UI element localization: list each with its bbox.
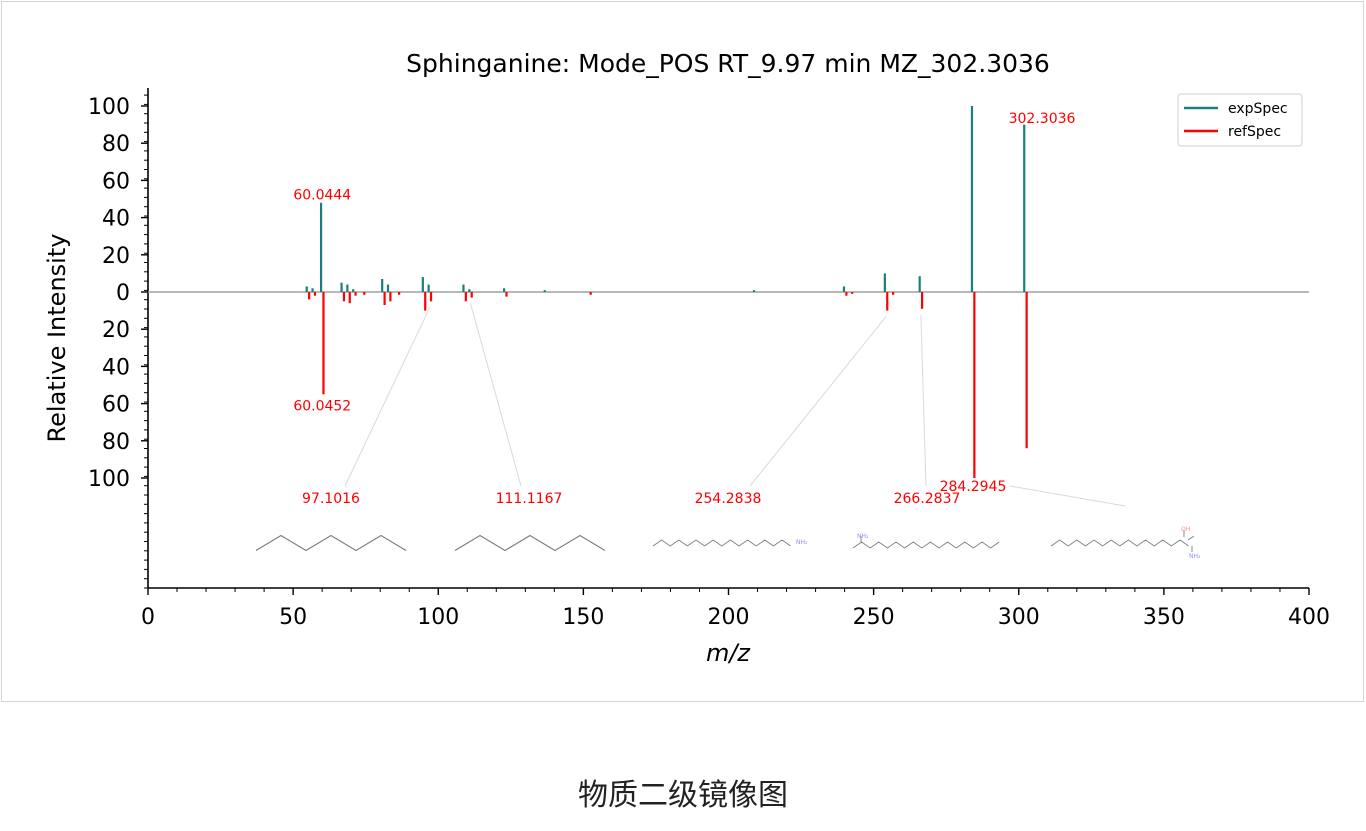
annotation-leader-line [749, 316, 887, 487]
structure-284-branch [1187, 535, 1195, 541]
y-axis-label: Relative Intensity [43, 234, 71, 443]
x-tick-label: 400 [1288, 605, 1330, 630]
annotation-leader-line [470, 303, 522, 487]
y-tick-label: 40 [102, 207, 130, 232]
fragment-structures: NH₂ NH₂ OH NH₂ [255, 526, 1201, 560]
peak-label: 254.2838 [695, 491, 762, 507]
figure-caption: 物质二级镜像图 [578, 778, 788, 813]
peak-label: 302.3036 [1009, 111, 1076, 127]
structure-111 [454, 534, 606, 552]
x-tick-label: 150 [562, 605, 604, 630]
y-tick-label: 100 [88, 467, 130, 492]
peak-label: 284.2945 [940, 479, 1007, 495]
structure-284-nh2-label: NH₂ [1189, 553, 1201, 560]
x-tick-label: 250 [853, 605, 895, 630]
y-tick-label: 60 [102, 393, 130, 418]
y-tick-label: 80 [102, 132, 130, 157]
y-tick-label: 80 [102, 430, 130, 455]
y-tick-label: 40 [102, 355, 130, 380]
figure-frame [1, 1, 1364, 702]
peak-label: 60.0452 [293, 398, 351, 414]
annotation-leader-lines [344, 303, 1126, 507]
structure-284-oh-label: OH [1181, 526, 1190, 533]
chart-legend: expSpec refSpec [1177, 93, 1303, 147]
structure-254 [652, 539, 791, 547]
peak-labels: 60.0444 60.0452 302.3036 97.1016 111.1167 254… [293, 111, 1075, 507]
x-tick-label: 0 [141, 605, 155, 630]
peak-label: 111.1167 [496, 491, 563, 507]
y-tick-label: 60 [102, 169, 130, 194]
x-tick-label: 300 [998, 605, 1040, 630]
peak-label: 266.2837 [894, 491, 961, 507]
x-tick-label: 50 [279, 605, 307, 630]
mirror-spectrum-chart: Sphinganine: Mode_POS RT_9.97 min MZ_302… [43, 49, 1330, 667]
structure-266 [852, 541, 1000, 549]
annotation-leader-line [1009, 485, 1126, 507]
peak-label: 60.0444 [293, 188, 351, 204]
y-tick-label: 0 [116, 281, 130, 306]
annotation-leader-line [920, 314, 927, 487]
x-axis-label: m/z [706, 639, 751, 667]
y-tick-label: 20 [102, 244, 130, 269]
legend-label-refspec: refSpec [1228, 124, 1281, 140]
x-tick-label: 350 [1143, 605, 1185, 630]
x-tick-label: 100 [417, 605, 459, 630]
y-tick-label: 100 [88, 95, 130, 120]
structure-254-nh2-label: NH₂ [796, 539, 808, 546]
chart-title: Sphinganine: Mode_POS RT_9.97 min MZ_302… [406, 49, 1050, 78]
structure-97 [255, 534, 407, 552]
peak-label: 97.1016 [302, 491, 360, 507]
x-tick-label: 200 [708, 605, 750, 630]
spectrum-peaks [305, 106, 1028, 478]
structure-266-nh2-label: NH₂ [857, 533, 869, 540]
structure-284 [1050, 539, 1189, 547]
annotation-leader-line [344, 307, 431, 487]
legend-label-expspec: expSpec [1228, 101, 1288, 117]
y-tick-label: 20 [102, 318, 130, 343]
axes: 0 50 100 150 200 250 300 350 400 0 20 40 60 80 100 20 40… [88, 88, 1330, 630]
